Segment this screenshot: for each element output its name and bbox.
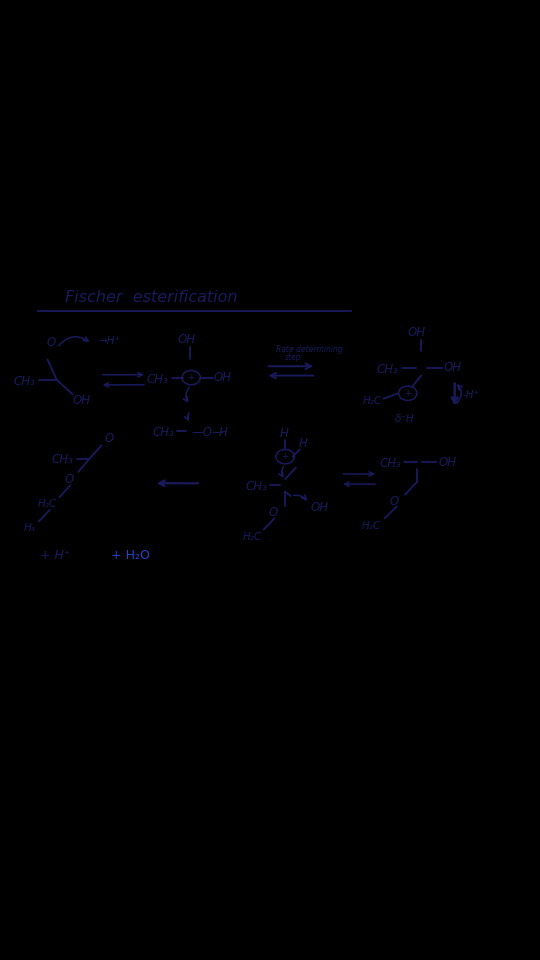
Text: O: O xyxy=(64,472,74,486)
Text: CH₃: CH₃ xyxy=(379,457,401,469)
Text: OH: OH xyxy=(177,333,195,347)
Text: O: O xyxy=(46,336,56,349)
Text: +: + xyxy=(404,389,411,397)
Text: OH: OH xyxy=(443,362,462,374)
Text: H: H xyxy=(219,426,227,439)
Text: H: H xyxy=(280,427,288,441)
Text: H₂C: H₂C xyxy=(363,396,382,406)
Text: OH: OH xyxy=(408,326,426,339)
Text: H: H xyxy=(299,438,308,450)
Text: + H⁺: + H⁺ xyxy=(40,548,71,562)
Text: Rate determining: Rate determining xyxy=(276,345,343,354)
Text: H₂C: H₂C xyxy=(362,520,381,531)
Text: CH₃: CH₃ xyxy=(377,363,399,375)
Text: H₂C: H₂C xyxy=(38,499,57,510)
Text: H₃: H₃ xyxy=(24,523,36,534)
Text: OH: OH xyxy=(73,394,91,406)
Text: + H₂O: + H₂O xyxy=(111,548,150,562)
Text: -H⁺: -H⁺ xyxy=(462,390,480,399)
Text: —O—: —O— xyxy=(192,426,225,439)
Text: CH₃: CH₃ xyxy=(246,480,268,492)
Text: +: + xyxy=(187,373,195,382)
Text: OH: OH xyxy=(438,456,456,468)
Text: O: O xyxy=(104,432,114,445)
Text: OH: OH xyxy=(214,372,232,384)
Text: CH₃: CH₃ xyxy=(152,426,174,439)
Text: CH₃: CH₃ xyxy=(147,373,169,386)
Text: step: step xyxy=(285,353,302,362)
Text: O: O xyxy=(268,506,278,519)
Text: +: + xyxy=(281,452,289,461)
Text: Fischer  esterification: Fischer esterification xyxy=(65,290,237,305)
Text: OH: OH xyxy=(310,501,329,514)
Text: O: O xyxy=(389,495,399,508)
Text: CH₃: CH₃ xyxy=(14,375,36,389)
Text: δ⁻H: δ⁻H xyxy=(395,414,415,423)
Text: CH₃: CH₃ xyxy=(51,453,73,466)
Text: H₂C: H₂C xyxy=(243,532,262,541)
Text: →H⁺: →H⁺ xyxy=(98,336,120,346)
